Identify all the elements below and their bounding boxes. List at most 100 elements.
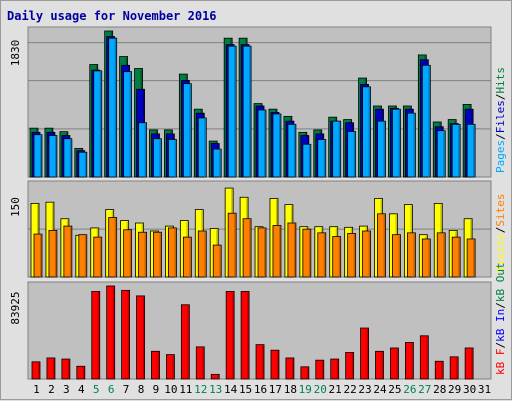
x-tick-label: 2 (48, 383, 55, 396)
x-tick-label: 9 (153, 383, 160, 396)
kbytes-bar-shade (112, 287, 115, 379)
kbytes-bar-shade (306, 367, 309, 379)
pages-bar (153, 138, 162, 178)
sites-bar (48, 229, 58, 278)
pages-bar-shade (278, 114, 281, 177)
kbytes-bar (285, 357, 295, 380)
sites-bar-shade (338, 237, 341, 277)
pages-bar (347, 131, 357, 178)
sites-bar-shade (114, 218, 117, 277)
kbytes-bar (419, 335, 429, 380)
pages-bar-shade (219, 150, 221, 177)
sites-bar-shade (129, 230, 132, 277)
sites-bar (317, 232, 327, 278)
legend-entry: Files (494, 100, 507, 133)
x-tick-label: 4 (78, 383, 85, 396)
kbytes-bar (91, 291, 101, 380)
kbytes-bar-shade (97, 292, 100, 379)
kbytes-bar (315, 359, 325, 380)
pages-bar (123, 71, 133, 178)
x-tick-label: 24 (373, 383, 387, 396)
kbytes-bar (300, 366, 310, 380)
kbytes-bar-shade (276, 351, 279, 379)
kbytes-bar-shade (381, 352, 384, 379)
sites-bar-shade (69, 227, 72, 277)
sites-bar (257, 227, 267, 278)
kbytes-bar (106, 285, 116, 380)
kbytes-bar (195, 346, 205, 380)
kbytes-bar (136, 295, 145, 380)
x-tick-label: 13 (209, 383, 222, 396)
x-tick-label: 10 (164, 383, 177, 396)
pages-bar (272, 113, 282, 178)
x-tick-label: 18 (284, 383, 297, 396)
sites-bar-shade (293, 224, 296, 277)
sites-bar (123, 229, 133, 278)
pages-bar-shade (129, 72, 132, 177)
pages-bar (33, 134, 43, 178)
x-tick-label: 21 (329, 383, 342, 396)
pages-bar-shade (144, 123, 147, 177)
legend-entry: kB In (494, 309, 507, 342)
legend-entry: Hits (494, 67, 507, 94)
sites-bar-shade (323, 233, 326, 277)
kbytes-bar (390, 347, 399, 380)
kbytes-bar-shade (411, 343, 413, 379)
kbytes-bar-shade (366, 329, 369, 379)
pages-bar-shade (443, 131, 445, 177)
kbytes-bar (61, 358, 71, 380)
kbytes-bar (180, 304, 190, 380)
pages-bar (227, 45, 237, 178)
pages-bar (168, 139, 177, 178)
x-tick-label: 14 (224, 383, 238, 396)
x-tick-label: 22 (343, 383, 356, 396)
pages-bar-shade (413, 114, 415, 177)
sites-bar (93, 236, 103, 278)
sites-bar (421, 238, 431, 278)
pages-bar (377, 120, 386, 178)
x-tick-label: 30 (463, 383, 476, 396)
sites-bar-shade (383, 214, 386, 277)
legend-entry: kB Out (494, 262, 507, 302)
x-tick-label: 26 (403, 383, 416, 396)
sites-bar (332, 236, 342, 278)
pages-bar-shade (159, 139, 161, 177)
legend-separator: / (494, 133, 507, 140)
pages-bar-shade (249, 47, 251, 177)
pages-bar-shade (353, 132, 356, 177)
pages-bar (287, 123, 297, 178)
kbytes-bar (404, 342, 414, 380)
kbytes-bar-shade (52, 358, 55, 379)
sites-bar-shade (473, 239, 475, 277)
kbytes-bar (225, 291, 235, 380)
kbytes-bar-shade (321, 361, 324, 379)
sites-bar (377, 213, 386, 278)
legend-separator: / (494, 342, 507, 349)
kbytes-bar (76, 365, 86, 380)
pages-bar-shade (458, 125, 460, 177)
sites-bar (302, 228, 312, 278)
sites-bar-shade (159, 233, 161, 277)
pages-bar (421, 64, 431, 178)
kbytes-bar (121, 289, 131, 380)
kbytes-bar-shade (247, 292, 249, 379)
kbytes-bar-shade (187, 305, 189, 379)
pages-bar (182, 83, 192, 178)
sites-bar (287, 222, 297, 278)
legend-entry: Visits (494, 233, 507, 273)
kbytes-bar (46, 357, 56, 380)
kbytes-bar (270, 349, 280, 380)
kbytes-bar-shade (67, 360, 70, 379)
x-tick-label: 29 (448, 383, 461, 396)
x-tick-label: 11 (179, 383, 192, 396)
sites-bar-shade (84, 235, 87, 277)
kbytes-bar (449, 356, 459, 380)
sites-bar (362, 230, 371, 278)
sites-bar-shade (174, 228, 176, 277)
x-tick-label: 1 (33, 383, 40, 396)
sites-bar-shade (308, 230, 311, 277)
sites-bar-shade (54, 231, 57, 277)
x-tick-label: 19 (299, 383, 312, 396)
